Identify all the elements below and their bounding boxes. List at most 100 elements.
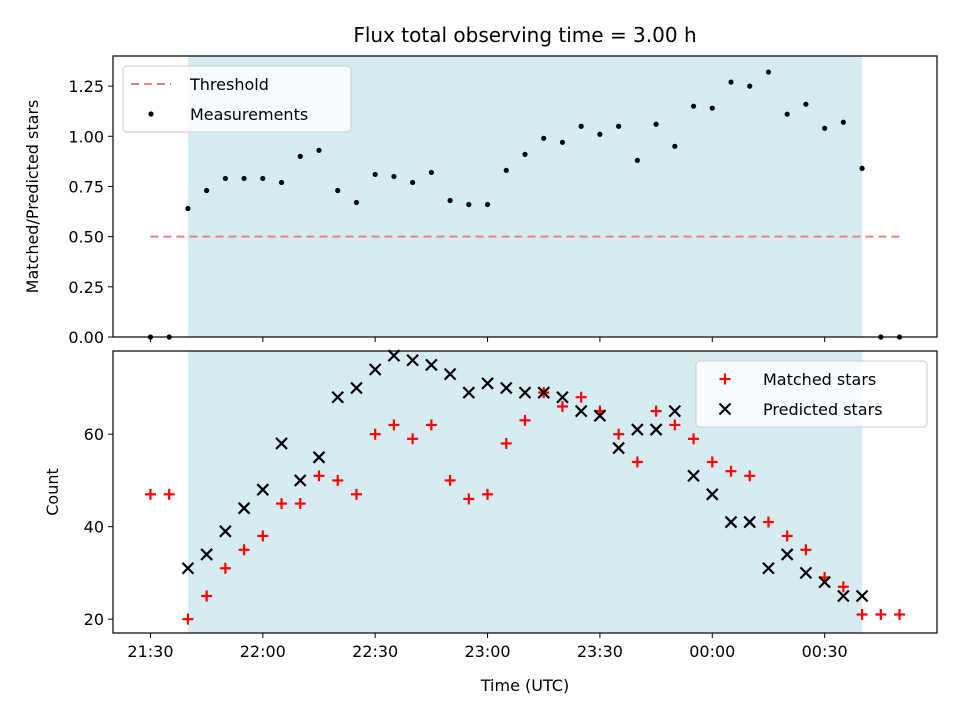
bottom-x-tick-label: 23:30 — [577, 642, 623, 661]
top-y-axis-label: Matched/Predicted stars — [23, 100, 42, 294]
predicted-star-point — [705, 488, 719, 501]
predicted-star-point — [593, 409, 607, 422]
measurement-point — [297, 153, 303, 159]
top-y-ticks: 0.00 0.25 0.50 0.75 1.00 1.25 — [68, 77, 113, 347]
measurement-point — [185, 205, 191, 212]
measurement-point — [278, 179, 285, 186]
predicted-star-point — [818, 575, 831, 589]
top-axes-frame — [112, 55, 938, 338]
predicted-star-point — [499, 381, 513, 395]
bottom-x-tick-label: 00:30 — [802, 642, 848, 661]
bottom-legend-box — [695, 360, 928, 428]
predicted-star-point — [743, 515, 757, 529]
top-panel: Flux total observing time = 3.00 h 0.000… — [23, 23, 938, 347]
matched-star-point — [238, 544, 250, 556]
predicted-star-point — [649, 423, 663, 436]
measurement-point — [840, 119, 846, 125]
predicted-star-point — [275, 437, 288, 450]
matched-star-point — [500, 437, 512, 449]
predicted-star-point — [406, 353, 419, 367]
measurement-point — [503, 167, 509, 174]
measurement-point — [372, 171, 378, 178]
predicted-star-point — [256, 483, 270, 496]
predicted-star-point — [837, 589, 850, 603]
measurement-point — [803, 101, 809, 107]
matched-star-point — [837, 581, 849, 593]
legend-matched-label: Matched stars — [763, 370, 876, 389]
matched-star-point — [800, 544, 812, 556]
measurement-points — [147, 69, 903, 340]
predicted-star-point — [780, 548, 794, 561]
predicted-stars-points — [181, 349, 869, 603]
measurement-point — [541, 135, 547, 141]
matched-star-point — [201, 590, 213, 602]
predicted-star-point — [762, 562, 775, 575]
measurement-point — [859, 165, 865, 171]
legend-predicted-swatch — [718, 402, 732, 416]
bottom-y-axis-label: Count — [43, 468, 62, 516]
measurement-point — [653, 121, 659, 127]
measurement-point — [428, 169, 434, 176]
legend-matched-swatch — [719, 373, 731, 385]
measurement-point — [728, 79, 734, 85]
matched-star-point — [613, 428, 625, 440]
legend-predicted-label: Predicted stars — [763, 400, 883, 419]
predicted-star-point — [799, 566, 813, 580]
matched-stars-points — [144, 387, 906, 625]
legend-matched-marker — [719, 373, 731, 385]
top-x-ticks — [149, 337, 826, 342]
legend-predicted-marker — [718, 402, 732, 416]
predicted-star-point — [724, 515, 738, 529]
matched-star-point — [875, 609, 887, 621]
bottom-y-ticks: 20 40 60 — [84, 425, 113, 629]
predicted-star-point — [631, 423, 644, 436]
bottom-x-tick-label: 23:00 — [464, 642, 510, 661]
predicted-star-point — [855, 589, 869, 603]
matched-star-point — [407, 433, 419, 445]
matched-star-point — [725, 465, 737, 477]
top-y-tick-label: 1.00 — [68, 127, 104, 146]
top-legend-box — [122, 65, 352, 133]
matched-star-point — [257, 530, 269, 542]
top-y-tick-label: 0.00 — [68, 328, 104, 347]
matched-star-point — [182, 613, 194, 625]
predicted-star-point — [237, 501, 251, 515]
matched-star-point — [688, 433, 700, 445]
measurement-point — [241, 175, 247, 182]
legend-measurements-swatch — [148, 111, 154, 117]
predicted-star-point — [481, 377, 494, 390]
predicted-star-point — [387, 349, 401, 362]
measurement-point — [784, 111, 790, 117]
measurement-point — [410, 179, 416, 186]
top-y-tick-label: 0.50 — [68, 228, 104, 247]
measurement-point — [709, 105, 715, 111]
bottom-x-tick-label: 21:30 — [127, 642, 173, 661]
predicted-star-point — [368, 363, 382, 376]
measurement-point — [484, 201, 491, 208]
predicted-star-point — [612, 441, 625, 455]
measurement-point — [353, 199, 360, 206]
matched-star-point — [388, 419, 400, 431]
matched-star-point — [519, 414, 531, 426]
matched-star-point — [631, 456, 643, 468]
measurement-point — [559, 139, 566, 145]
measurement-point — [204, 187, 210, 194]
bottom-y-tick-label: 60 — [84, 425, 104, 444]
matched-star-point — [350, 488, 362, 500]
top-y-tick-label: 0.75 — [68, 177, 104, 196]
matched-star-point — [781, 530, 793, 542]
top-legend: Threshold Measurements — [122, 65, 352, 133]
bottom-x-tick-label: 22:00 — [240, 642, 286, 661]
matched-star-point — [706, 456, 718, 468]
measurement-point — [466, 201, 472, 208]
legend-threshold-label: Threshold — [189, 75, 269, 94]
measurement-point — [316, 147, 322, 153]
matched-star-point — [650, 405, 662, 417]
predicted-star-point — [219, 525, 232, 538]
matched-star-point — [163, 488, 175, 500]
top-y-tick-label: 1.25 — [68, 77, 104, 96]
measurement-point — [616, 123, 622, 129]
predicted-star-point — [518, 386, 532, 399]
measurement-point — [522, 151, 528, 157]
measurement-point — [578, 123, 584, 129]
